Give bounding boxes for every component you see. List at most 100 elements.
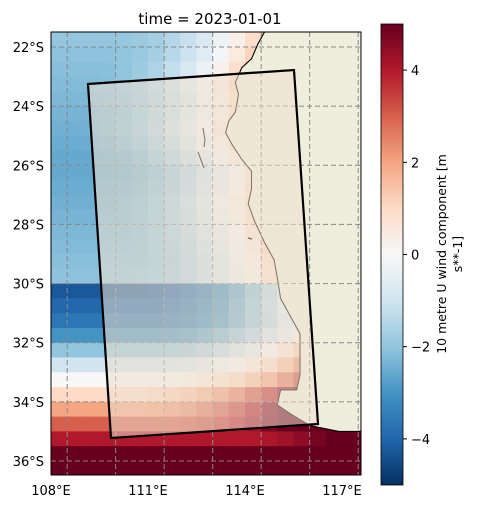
wind-cell [51,372,52,388]
wind-cell [99,32,117,33]
latitude-tick-label: 30°S [13,278,44,293]
wind-cell [51,224,68,240]
latitude-tick-label: 36°S [13,455,44,470]
wind-cell [228,431,246,447]
wind-cell [148,47,165,63]
wind-cell [277,461,295,475]
wind-cell [180,47,198,63]
wind-cell [67,283,84,299]
latitude-tick-label: 32°S [13,337,44,352]
wind-cell [51,431,68,447]
wind-cell [131,61,149,78]
wind-cell [67,135,84,152]
wind-cell [148,32,165,48]
wind-cell [51,209,68,225]
wind-cell [51,165,68,181]
wind-cell [51,120,68,137]
wind-cell [51,47,68,63]
wind-cell [212,461,230,475]
wind-cell [261,431,278,447]
wind-cell [67,313,84,329]
latitude-tick-label: 26°S [13,159,44,174]
wind-cell [51,327,68,344]
longitude-tick-label: 114°E [225,484,265,499]
wind-cell [212,431,230,447]
wind-cell [277,431,295,447]
wind-cell [83,327,101,344]
wind-cell [99,47,117,63]
wind-cell [131,446,149,462]
wind-cell [51,357,68,373]
wind-cell [83,47,101,63]
colorbar [380,23,404,486]
wind-cell [51,283,68,299]
wind-cell [212,32,230,48]
wind-cell [67,461,84,475]
wind-cell [115,32,133,48]
wind-cell [342,446,359,462]
wind-cell [245,461,262,475]
wind-cell [83,268,101,285]
wind-cell [115,446,133,462]
wind-cell [67,165,84,181]
wind-cell [83,32,101,33]
wind-cell [358,32,361,33]
wind-cell [196,61,214,78]
wind-cell [197,476,214,491]
colorbar-tick-label: −4 [411,433,430,448]
colorbar-tick-label: 0 [411,249,419,264]
wind-cell [148,446,165,462]
latitude-tick-label: 24°S [13,100,44,115]
wind-cell [67,372,84,388]
wind-cell [83,446,101,462]
wind-cell [164,61,181,78]
wind-cell [342,32,359,33]
wind-cell [245,431,262,447]
wind-cell [293,431,311,447]
wind-cell [51,239,52,255]
wind-cell [67,357,84,373]
wind-cell [180,476,197,491]
wind-cell [83,224,101,240]
colorbar-tick-label: 2 [411,156,419,171]
longitude-labels: 108°E 111°E 114°E 117°E [31,484,362,499]
map-area [51,32,361,491]
wind-cell [51,106,68,122]
wind-cell [131,32,149,48]
wind-cell [245,446,262,462]
wind-cell [83,32,101,48]
wind-cell [325,461,343,475]
wind-cell [309,431,327,447]
wind-cell [228,32,246,48]
wind-cell [180,446,198,462]
wind-cell [51,32,52,33]
wind-cell [83,283,101,299]
wind-cell [67,61,84,78]
colorbar-tick-label: −2 [411,341,430,356]
wind-cell [277,446,295,462]
wind-cell [309,461,327,475]
wind-cell [67,224,84,240]
wind-cell [115,461,133,475]
wind-cell [83,387,101,403]
wind-cell [67,32,84,33]
wind-cell [51,342,68,359]
longitude-tick-label: 111°E [128,484,168,499]
wind-cell [67,254,84,270]
wind-cell [51,431,52,447]
wind-cell [67,298,84,314]
wind-cell [51,32,68,48]
wind-cell [51,61,68,78]
wind-cell [212,446,230,462]
wind-cell [67,76,84,92]
wind-cell [51,254,68,270]
wind-cell [131,461,149,475]
wind-cell [67,32,84,48]
wind-cell [325,431,343,447]
wind-cell [83,416,101,432]
wind-cell [51,313,68,329]
wind-cell [83,461,101,475]
wind-cell [83,357,101,373]
wind-cell [67,209,84,225]
